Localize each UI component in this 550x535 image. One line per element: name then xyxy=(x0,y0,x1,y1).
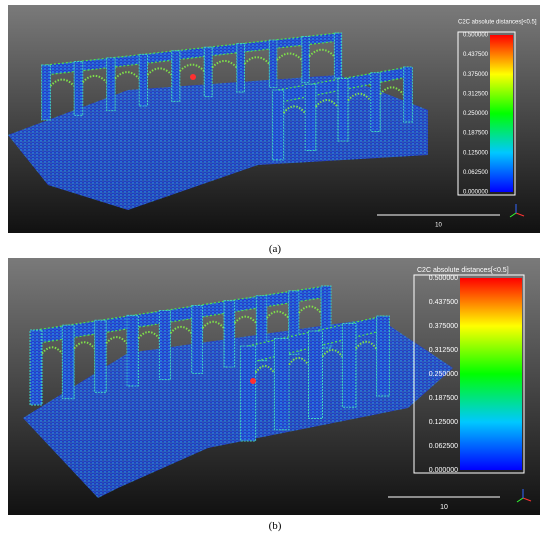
pier xyxy=(158,309,171,381)
colorbar-tick-label: 0.062500 xyxy=(463,170,489,176)
pier xyxy=(171,50,181,102)
arch xyxy=(73,341,96,350)
colorbar-tick-label: 0.250000 xyxy=(429,371,458,378)
pier xyxy=(236,43,246,93)
pier xyxy=(268,39,278,88)
arch xyxy=(105,336,128,345)
arch xyxy=(169,325,193,334)
arcade xyxy=(41,32,343,121)
colorbar-tick-label: 0.062500 xyxy=(429,443,458,450)
hotspot xyxy=(190,74,196,80)
arch xyxy=(201,320,225,329)
arch xyxy=(82,74,108,83)
colorbar-tick-label: 0.187500 xyxy=(463,131,489,137)
pier xyxy=(255,295,268,362)
pier xyxy=(342,323,357,408)
axis-icon xyxy=(509,212,517,218)
arch xyxy=(49,78,75,87)
arch xyxy=(321,348,344,358)
pier xyxy=(308,330,323,419)
scale-label: 10 xyxy=(435,223,442,229)
arch xyxy=(288,356,310,366)
panel-a: C2C absolute distances[<0.5] 0.500000 0.43… xyxy=(8,5,540,233)
arch xyxy=(282,105,306,114)
pier xyxy=(29,329,43,406)
arch xyxy=(347,92,372,102)
colorbar-tick-label: 0.000000 xyxy=(463,190,489,196)
pier xyxy=(403,66,413,123)
pier xyxy=(106,57,116,112)
pier xyxy=(273,338,290,431)
arcade xyxy=(271,66,413,161)
colorbar-tick-label: 0.250000 xyxy=(463,111,489,117)
pier xyxy=(301,36,310,84)
arch xyxy=(298,305,322,314)
pier xyxy=(337,78,349,142)
pier xyxy=(320,285,332,349)
pier xyxy=(191,305,204,374)
pier xyxy=(304,83,317,151)
pier xyxy=(223,300,236,368)
colorbar-tick-label: 0.312500 xyxy=(463,91,489,97)
colorbar-tick-label: 0.125000 xyxy=(463,150,489,156)
colorbar-frame xyxy=(457,31,516,196)
colorbar-tick-label: 0.125000 xyxy=(429,419,458,426)
arch xyxy=(137,330,161,339)
caption-b: (b) xyxy=(268,520,282,532)
arch xyxy=(379,86,405,95)
pier xyxy=(94,319,107,393)
hotspot xyxy=(250,378,256,384)
panel-b: C2C absolute distances[<0.5]0.500000 0.43… xyxy=(8,258,540,515)
pier xyxy=(126,314,139,387)
colorbar-tick-label: 0.500000 xyxy=(429,275,458,282)
axis-icon xyxy=(515,212,525,217)
scale-label: 10 xyxy=(440,504,448,511)
caption-a: (a) xyxy=(268,243,282,255)
colorbar-tick-label: 0.375000 xyxy=(463,72,489,78)
pier xyxy=(288,290,300,355)
pier xyxy=(73,60,84,116)
arch xyxy=(41,346,63,355)
pier xyxy=(41,64,51,121)
pier xyxy=(333,32,343,79)
colorbar-tick-label: 0.000000 xyxy=(429,467,458,474)
arch xyxy=(355,340,378,350)
pier xyxy=(61,324,75,400)
arch xyxy=(315,99,339,108)
colorbar xyxy=(490,35,513,192)
colorbar-tick-label: 0.187500 xyxy=(429,395,458,402)
pier xyxy=(376,315,390,397)
axis-icon xyxy=(516,497,524,503)
pier xyxy=(239,345,257,442)
axis-icon xyxy=(522,497,532,502)
pier xyxy=(370,72,381,132)
colorbar-tick-label: 0.437500 xyxy=(429,299,458,306)
colorbar-title: C2C absolute distances[<0.5] xyxy=(417,267,509,274)
colorbar xyxy=(460,278,522,470)
colorbar-frame xyxy=(413,274,525,474)
colorbar-tick-label: 0.437500 xyxy=(463,52,489,58)
arch xyxy=(233,315,258,324)
colorbar-tick-label: 0.500000 xyxy=(463,33,489,39)
arcade xyxy=(239,315,390,442)
arcade xyxy=(29,285,332,406)
colorbar-tick-label: 0.312500 xyxy=(429,347,458,354)
arch xyxy=(265,310,290,319)
arch xyxy=(114,71,140,80)
pier xyxy=(203,46,213,98)
colorbar-title: C2C absolute distances[<0.5] xyxy=(458,20,537,26)
colorbar-tick-label: 0.375000 xyxy=(429,323,458,330)
arch xyxy=(254,365,275,374)
pier xyxy=(271,89,285,161)
pier xyxy=(138,53,148,107)
